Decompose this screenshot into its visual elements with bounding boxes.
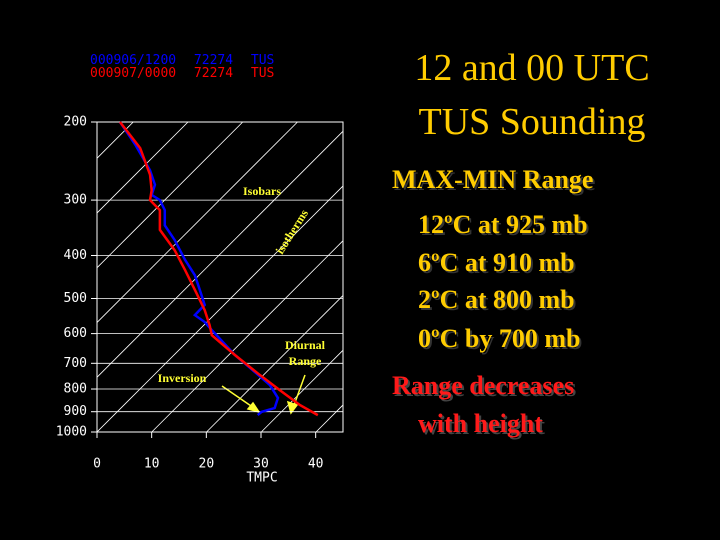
x-tick-label: 40 bbox=[308, 457, 324, 472]
y-tick-label: 700 bbox=[64, 356, 87, 371]
legend-entry: 000906/1200 72274 TUS bbox=[90, 53, 274, 68]
sounding-line bbox=[118, 121, 280, 417]
x-tick-label: 30 bbox=[253, 457, 269, 472]
slide-title: 12 and 00 UTC bbox=[414, 47, 650, 89]
isotherm bbox=[206, 294, 343, 432]
item: 0ºC by 700 mb bbox=[418, 324, 581, 353]
isotherms bbox=[0, 122, 343, 432]
isotherm bbox=[260, 349, 343, 432]
item: 6ºC at 910 mb bbox=[418, 248, 575, 277]
isotherm bbox=[97, 122, 244, 269]
y-tick-label: 200 bbox=[64, 115, 87, 130]
y-tick-label: 300 bbox=[64, 193, 87, 208]
y-tick-label: 400 bbox=[64, 248, 87, 263]
annotation: isotherms bbox=[273, 206, 312, 256]
arrows bbox=[221, 374, 306, 415]
y-tick-label: 500 bbox=[64, 291, 87, 306]
heading: MAX-MIN Range bbox=[392, 165, 594, 194]
isotherm bbox=[97, 130, 343, 378]
conclusion: with height bbox=[418, 409, 543, 438]
conclusion: Range decreases bbox=[392, 371, 575, 400]
x-axis-label: TMPC bbox=[246, 471, 277, 486]
y-tick-label: 900 bbox=[64, 404, 87, 419]
isotherm bbox=[0, 122, 24, 432]
legend-entry: 000907/0000 72274 TUS bbox=[90, 66, 274, 81]
annotation: Inversion bbox=[158, 371, 207, 385]
y-tick-label: 800 bbox=[64, 382, 87, 397]
x-tick-label: 20 bbox=[199, 457, 215, 472]
item: 12ºC at 925 mb bbox=[418, 210, 588, 239]
x-tick-label: 0 bbox=[93, 457, 101, 472]
isotherm bbox=[97, 122, 298, 324]
x-tick-label: 10 bbox=[144, 457, 160, 472]
isotherm bbox=[151, 240, 343, 432]
annotation: Diurnal Range bbox=[284, 338, 325, 368]
item: 2ºC at 800 mb bbox=[418, 285, 575, 314]
slide-title: TUS Sounding bbox=[418, 101, 646, 143]
y-tick-label: 1000 bbox=[56, 425, 87, 440]
isotherm bbox=[97, 185, 343, 432]
annotation: Isobars bbox=[243, 184, 281, 198]
isotherm bbox=[97, 122, 189, 214]
y-tick-label: 600 bbox=[64, 326, 87, 341]
sounding-line bbox=[118, 121, 319, 417]
